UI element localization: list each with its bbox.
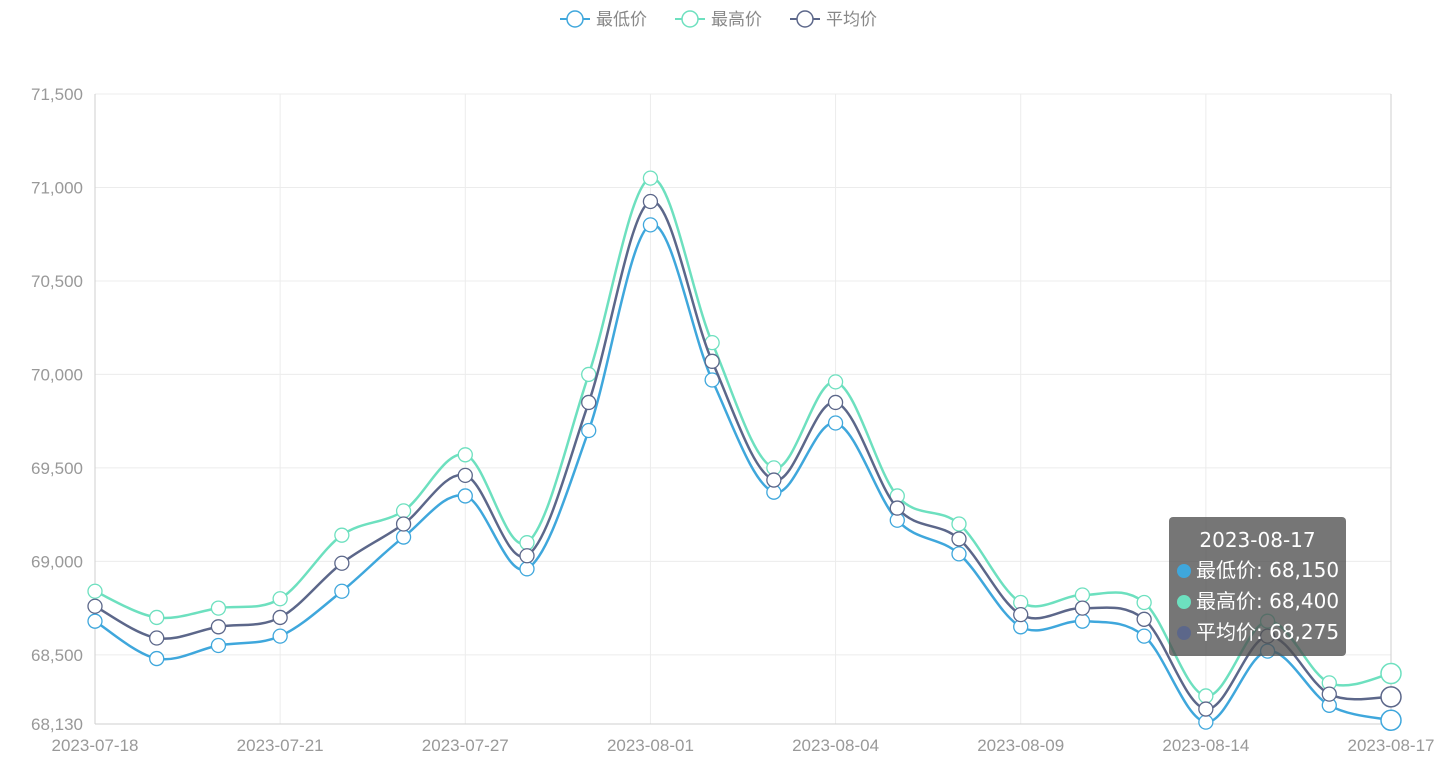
axes: 68,130 68,500 69,000 69,500 70,000 70,500 71,0… [31,85,1434,755]
data-point[interactable] [334,583,350,599]
data-point[interactable] [149,630,165,646]
data-point[interactable] [1136,594,1152,611]
tooltip-label-avg: 平均价: 68,275 [1196,620,1340,644]
data-point[interactable] [334,555,350,571]
data-point[interactable] [581,394,597,411]
data-point[interactable] [457,467,473,484]
data-point[interactable] [519,561,535,577]
data-point[interactable] [1074,600,1091,616]
legend-label: 平均价 [826,10,877,29]
data-point[interactable] [581,422,597,439]
y-tick-label: 68,500 [31,646,83,665]
tooltip-dot-high [1177,595,1191,609]
data-point[interactable] [951,531,967,547]
data-point[interactable] [951,546,967,562]
x-tick-label: 2023-08-04 [792,736,879,755]
tooltip-row-avg: 平均价: 68,275 [1177,617,1340,648]
y-tick-label: 68,130 [31,715,83,734]
tooltip-row-high: 最高价: 68,400 [1177,586,1340,617]
data-point[interactable] [951,516,967,532]
data-point[interactable] [519,548,535,564]
x-tick-label: 2023-07-27 [422,736,509,755]
data-point[interactable] [1380,686,1402,708]
data-point[interactable] [581,366,597,383]
data-point[interactable] [642,193,659,210]
tooltip-date: 2023-08-17 [1199,528,1316,552]
data-point[interactable] [642,217,659,233]
tooltip: 2023-08-17 最低价: 68,150 最高价: 68,400 平均价: … [1169,517,1346,656]
tooltip-row-low: 最低价: 68,150 [1177,555,1340,586]
series-1 [87,170,1402,704]
data-point[interactable] [272,628,288,644]
data-point[interactable] [457,488,473,504]
data-point[interactable] [766,472,782,488]
data-point[interactable] [272,591,288,607]
legend-marker-icon [681,10,699,28]
data-point[interactable] [272,609,288,626]
x-tick-label: 2023-07-18 [52,736,139,755]
data-point[interactable] [704,353,720,369]
x-tick-label: 2023-08-01 [607,736,694,755]
data-point[interactable] [889,500,905,516]
data-point[interactable] [210,619,227,635]
data-point[interactable] [87,613,103,629]
data-point[interactable] [87,583,103,599]
legend-item-0[interactable]: 最低价 [560,10,647,29]
data-point[interactable] [1198,688,1214,704]
y-tick-label: 69,000 [31,552,83,571]
x-tick-label: 2023-07-21 [237,736,324,755]
y-tick-label: 69,500 [31,459,83,478]
data-point[interactable] [149,609,165,626]
y-tick-label: 71,000 [31,178,83,197]
data-point[interactable] [1074,613,1091,629]
data-point[interactable] [395,503,412,519]
data-point[interactable] [1198,701,1214,717]
tooltip-label-high: 最高价: 68,400 [1196,589,1340,613]
legend-label: 最高价 [711,10,762,29]
data-point[interactable] [1380,709,1402,732]
legend-label: 最低价 [596,10,647,29]
data-point[interactable] [519,535,535,551]
data-point[interactable] [149,650,165,667]
series-0 [87,217,1402,732]
tooltip-dot-low [1177,564,1191,578]
data-point[interactable] [1321,686,1337,702]
data-point[interactable] [395,516,412,532]
legend-marker-icon [796,10,814,28]
data-point[interactable] [642,170,659,186]
data-point[interactable] [1136,611,1152,627]
y-tick-label: 70,000 [31,365,83,384]
data-point[interactable] [1013,606,1029,623]
data-point[interactable] [827,374,844,390]
data-point[interactable] [1074,587,1091,603]
data-point[interactable] [210,637,227,654]
series-2 [87,193,1402,717]
y-tick-label: 70,500 [31,272,83,291]
data-point[interactable] [334,527,350,543]
x-tick-label: 2023-08-14 [1162,736,1249,755]
legend[interactable]: 最低价 最高价 平均价 [560,10,877,29]
data-point[interactable] [1198,714,1214,730]
data-point[interactable] [1136,628,1152,644]
x-tick-label: 2023-08-09 [977,736,1064,755]
legend-marker-icon [566,10,584,28]
tooltip-dot-avg [1177,626,1191,640]
data-point[interactable] [395,529,412,545]
legend-item-1[interactable]: 最高价 [675,10,762,29]
data-point[interactable] [827,415,844,431]
data-point[interactable] [457,447,473,463]
y-tick-label: 71,500 [31,85,83,104]
tooltip-label-low: 最低价: 68,150 [1196,558,1340,582]
legend-item-2[interactable]: 平均价 [790,10,877,29]
series-lines [87,170,1402,732]
data-point[interactable] [827,394,844,411]
x-tick-label: 2023-08-17 [1348,736,1435,755]
data-point[interactable] [87,598,103,614]
data-point[interactable] [210,600,227,616]
data-point[interactable] [1380,662,1402,685]
